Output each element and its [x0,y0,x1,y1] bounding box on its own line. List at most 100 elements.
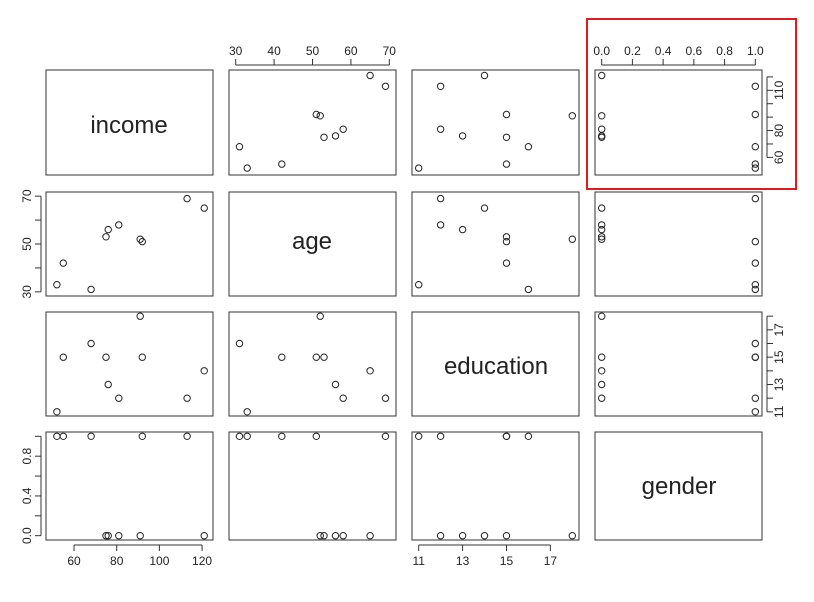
point-education-vs-gender-9 [598,367,606,375]
point-gender-vs-age-8 [381,432,390,440]
tick-label-right-income: 60 [772,150,786,164]
point-education-vs-income-5 [115,394,123,402]
point-age-vs-gender-5 [598,221,606,229]
point-gender-vs-education-9 [480,532,489,540]
point-gender-vs-education-5 [436,532,445,540]
point-age-vs-education-5 [436,221,445,229]
tick-label-bottom-income: 80 [110,554,124,568]
point-education-vs-age-6 [316,312,324,320]
point-age-vs-gender-6 [598,235,606,243]
tick-label-top-gender: 0.8 [716,44,733,58]
panel-education-education [411,311,580,417]
point-education-vs-age-1 [278,353,286,361]
panel-income-age [228,69,397,176]
point-gender-vs-income-1 [59,432,67,440]
tick-label-bottom-income: 60 [67,554,81,568]
panel-income-education [411,69,580,176]
point-age-vs-gender-4 [598,225,606,234]
point-age-vs-education-9 [480,204,489,212]
point-income-vs-gender-7 [751,110,759,119]
point-age-vs-income-6 [136,235,144,243]
point-education-vs-age-9 [366,367,374,375]
point-gender-vs-education-4 [458,532,467,540]
panel-age-gender [594,191,763,297]
tick-label-top-gender: 0.2 [624,44,641,58]
point-income-vs-education-4 [458,132,467,140]
tick-label-top-gender: 1.0 [747,44,764,58]
point-education-vs-age-2 [235,339,244,348]
point-education-vs-gender-6 [598,312,606,320]
point-gender-vs-education-3 [502,532,511,540]
point-income-vs-education-3 [502,133,511,142]
point-age-vs-income-5 [115,221,123,229]
point-income-vs-education-5 [436,125,445,133]
point-income-vs-education-1 [502,160,511,168]
point-education-vs-age-3 [320,353,328,361]
point-age-vs-income-4 [104,225,112,234]
tick-label-top-age: 50 [306,44,320,58]
point-income-vs-gender-6 [598,112,606,120]
point-income-vs-age-6 [316,112,324,120]
point-income-vs-gender-0 [751,164,759,172]
point-age-vs-gender-1 [751,259,759,267]
diag-label-age: age [292,228,332,255]
tick-label-left-age: 50 [20,237,34,251]
point-gender-vs-education-8 [436,432,445,440]
point-gender-vs-education-6 [568,532,576,540]
point-age-vs-education-1 [502,259,511,267]
point-income-vs-age-1 [278,160,286,168]
point-education-vs-gender-2 [751,339,759,348]
tick-label-left-age: 70 [20,189,34,203]
point-gender-vs-age-3 [320,532,328,540]
panel-gender-gender [594,431,763,541]
point-education-vs-gender-7 [751,353,759,361]
panel-education-age [228,311,397,417]
point-income-vs-gender-1 [751,160,759,168]
point-education-vs-gender-4 [598,380,606,389]
point-gender-vs-income-6 [136,532,144,540]
point-income-vs-age-2 [235,143,244,151]
point-income-vs-age-7 [312,110,320,119]
point-gender-vs-income-8 [183,432,191,440]
point-gender-vs-age-2 [235,432,244,440]
point-gender-vs-income-5 [115,532,123,540]
point-age-vs-education-8 [436,194,445,203]
point-age-vs-education-4 [458,225,467,234]
point-education-vs-income-9 [200,367,208,375]
point-income-vs-education-7 [502,110,511,119]
point-age-vs-gender-2 [751,285,759,294]
tick-label-top-gender: 0.4 [655,44,672,58]
tick-label-right-education: 17 [772,323,786,337]
highlight-box-income-gender [586,18,797,190]
point-education-vs-gender-8 [751,394,759,402]
point-education-vs-income-1 [59,353,67,361]
point-gender-vs-age-0 [243,432,251,440]
point-gender-vs-age-6 [316,532,324,540]
diag-label-income: income [90,112,167,139]
point-gender-vs-income-2 [87,432,95,440]
tick-label-right-income: 110 [772,80,786,99]
point-gender-vs-age-1 [278,432,286,440]
tick-label-bottom-education: 11 [412,554,425,568]
point-age-vs-gender-0 [751,281,759,289]
tick-label-bottom-income: 120 [192,554,212,568]
point-gender-vs-income-9 [200,532,208,540]
point-income-vs-age-4 [331,132,340,140]
point-income-vs-gender-9 [598,71,606,80]
point-income-vs-age-9 [366,71,374,80]
tick-label-top-age: 40 [267,44,281,58]
panel-gender-education [411,431,580,541]
point-education-vs-income-0 [53,408,61,416]
tick-label-top-gender: 0.6 [686,44,703,58]
point-income-vs-gender-5 [598,125,606,133]
diag-label-gender: gender [642,473,717,500]
tick-label-left-age: 30 [20,285,34,299]
point-education-vs-age-5 [339,394,347,402]
point-education-vs-income-8 [183,394,191,402]
panel-gender-income [45,431,214,541]
tick-label-top-age: 30 [229,44,243,58]
point-age-vs-education-2 [524,285,533,294]
point-education-vs-gender-0 [751,408,759,416]
point-education-vs-income-2 [87,339,95,348]
point-education-vs-gender-3 [598,353,606,361]
